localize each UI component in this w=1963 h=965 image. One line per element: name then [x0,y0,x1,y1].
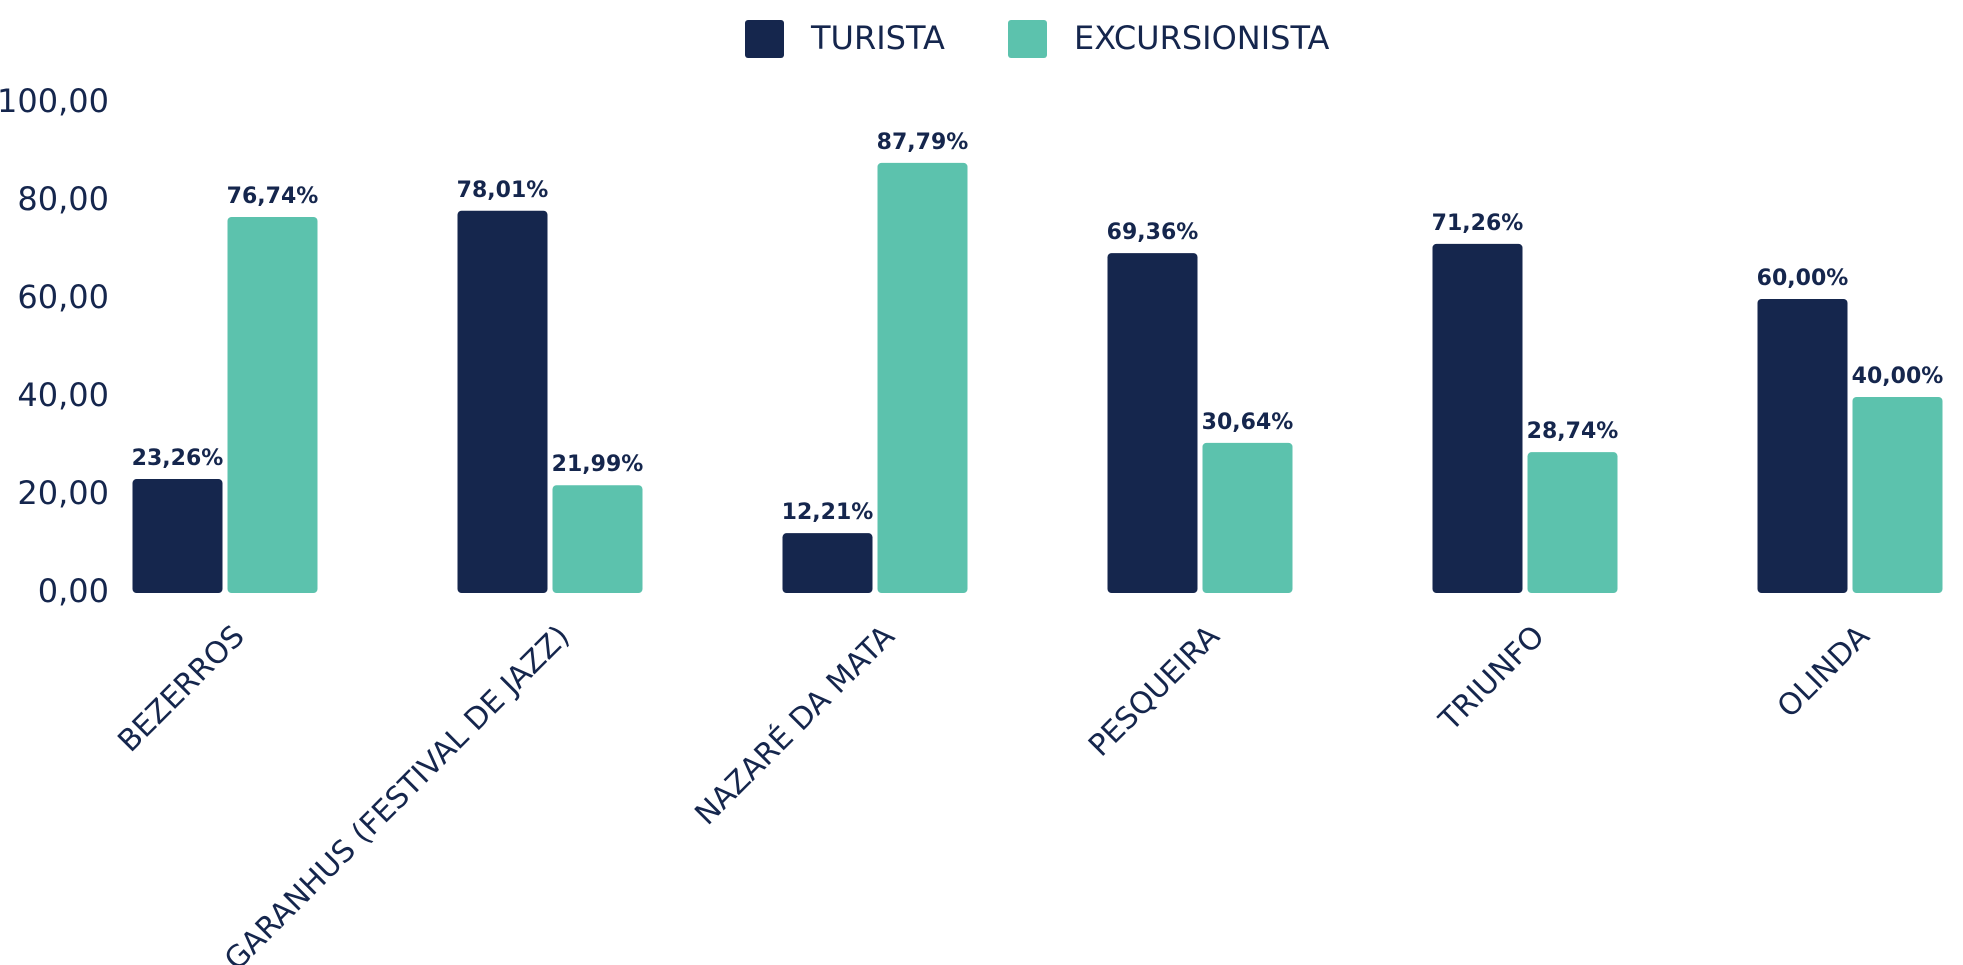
bar [1432,243,1523,594]
y-tick-label: 80,00 [17,180,109,218]
value-label: 71,26% [1432,211,1524,236]
bar [1202,442,1293,593]
value-label: 23,26% [132,446,224,471]
bar [457,210,548,593]
value-label: 60,00% [1757,266,1849,291]
bar [877,162,968,594]
value-label: 12,21% [782,500,874,525]
value-label: 69,36% [1107,220,1199,245]
bar [227,216,318,593]
y-tick-label: 40,00 [17,376,109,414]
bar [1107,253,1198,594]
y-tick-label: 20,00 [17,474,109,512]
value-label: 28,74% [1527,419,1619,444]
y-tick-label: 60,00 [17,278,109,316]
legend-swatch [745,20,784,58]
legend-swatch [1008,20,1047,58]
x-tick-label: TRIUNFO [1432,619,1552,739]
bar [552,485,643,593]
bar [132,479,223,593]
y-tick-label: 0,00 [38,572,109,610]
bar [1757,299,1848,593]
bar [1527,452,1618,593]
bar [782,533,873,593]
bar [1852,397,1943,593]
x-tick-label: PESQUEIRA [1082,619,1227,764]
y-tick-label: 100,00 [0,82,109,120]
value-label: 40,00% [1852,364,1944,389]
value-label: 78,01% [457,178,549,203]
value-label: 21,99% [552,452,644,477]
value-label: 87,79% [877,130,969,155]
legend-label: EXCURSIONISTA [1074,19,1330,57]
x-tick-label: NAZARÉ DA MATA [688,618,902,832]
x-tick-label: GARANHUS (FESTIVAL DE JAZZ) [218,619,577,965]
x-tick-label: OLINDA [1771,619,1877,725]
value-label: 76,74% [227,184,319,209]
x-tick-label: BEZERROS [111,619,251,759]
legend-label: TURISTA [810,19,945,57]
value-label: 30,64% [1202,410,1294,435]
